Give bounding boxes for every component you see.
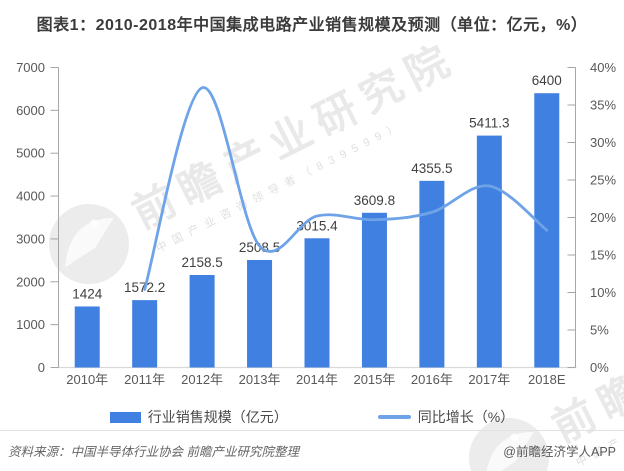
left-axis-tick-label: 2000	[16, 274, 45, 289]
legend-line-label: 同比增长（%）	[417, 409, 515, 425]
bar-value-label: 6400	[532, 73, 562, 88]
x-axis-category-label: 2012年	[181, 372, 223, 387]
left-axis-tick-label: 0	[38, 360, 45, 375]
sales-bar	[189, 274, 215, 368]
bar-value-label: 2158.5	[181, 255, 222, 270]
right-axis-tick-label: 10%	[590, 285, 616, 300]
right-axis-tick-label: 25%	[590, 173, 616, 188]
left-axis-tick-label: 6000	[16, 103, 45, 118]
left-axis-tick-label: 7000	[16, 60, 45, 75]
right-axis-tick-label: 0%	[590, 360, 609, 375]
legend-item-line: 同比增长（%）	[377, 407, 515, 427]
x-axis-category-label: 2013年	[239, 372, 281, 387]
credit-text: @前瞻经济学人APP	[503, 445, 616, 459]
footer-divider	[0, 430, 624, 431]
chart-title: 图表1：2010-2018年中国集成电路产业销售规模及预测（单位：亿元，%）	[36, 17, 588, 34]
sales-bar	[247, 259, 273, 368]
sales-bar	[361, 212, 387, 368]
bar-series-swatch	[109, 411, 141, 423]
legend-bar-label: 行业销售规模（亿元）	[147, 409, 288, 425]
left-axis-tick-label: 5000	[16, 146, 45, 161]
growth-line	[143, 86, 549, 291]
x-axis-category-label: 2017年	[468, 372, 510, 387]
bar-value-label: 4355.5	[411, 161, 452, 176]
data-source-text: 资料来源：中国半导体行业协会 前瞻产业研究院整理	[8, 445, 299, 459]
right-axis-tick-label: 5%	[590, 323, 609, 338]
footer: 资料来源：中国半导体行业协会 前瞻产业研究院整理 @前瞻经济学人APP	[0, 441, 624, 460]
left-axis-tick-label: 1000	[16, 317, 45, 332]
left-axis-tick-label: 4000	[16, 189, 45, 204]
right-axis-tick-label: 20%	[590, 210, 616, 225]
bar-value-label: 5411.3	[469, 116, 509, 131]
sales-bar	[74, 306, 100, 368]
sales-bar	[476, 135, 502, 368]
right-axis-tick-label: 30%	[590, 135, 616, 150]
x-axis-category-label: 2014年	[296, 372, 338, 387]
bar-value-label: 1424	[72, 286, 103, 301]
sales-bar	[304, 238, 330, 368]
x-axis-category-label: 2015年	[353, 372, 395, 387]
bar-value-label: 3609.8	[354, 193, 395, 208]
x-axis-category-label: 2016年	[411, 372, 453, 387]
right-axis-tick-label: 15%	[590, 248, 616, 263]
x-axis-category-label: 2010年	[66, 372, 108, 387]
x-axis-category-label: 2018E	[528, 372, 566, 387]
right-axis-tick-label: 35%	[590, 98, 616, 113]
right-axis-tick-label: 40%	[590, 60, 616, 75]
legend-item-bars: 行业销售规模（亿元）	[109, 407, 288, 427]
sales-bar	[132, 300, 158, 368]
combo-chart: 0 1000 2000 3000 4000 5000 6000 7000 0% 5% 10% 15% 2…	[16, 60, 616, 387]
x-axis-category-label: 2011年	[124, 372, 165, 387]
left-axis-tick-label: 3000	[16, 231, 45, 246]
legend: 行业销售规模（亿元） 同比增长（%）	[0, 404, 624, 430]
line-series-swatch	[377, 415, 411, 419]
